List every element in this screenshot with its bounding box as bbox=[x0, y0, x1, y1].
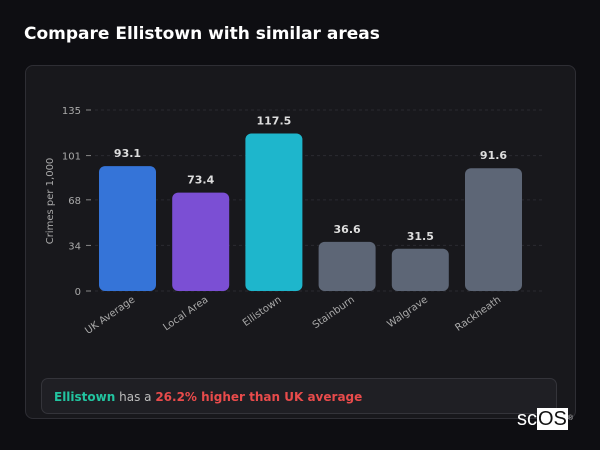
summary-box: Ellistown has a 26.2% higher than UK ave… bbox=[41, 378, 557, 414]
data-label: 91.6 bbox=[480, 149, 507, 162]
y-tick-label: 34 bbox=[68, 241, 81, 252]
summary-area: Ellistown bbox=[54, 390, 116, 404]
x-tick-label: Rackheath bbox=[453, 294, 503, 333]
x-tick-label: Walgrave bbox=[385, 294, 430, 330]
data-label: 73.4 bbox=[187, 174, 214, 187]
page-title: Compare Ellistown with similar areas bbox=[24, 24, 380, 44]
watermark-logo: scOS® bbox=[517, 408, 574, 430]
bar-walgrave bbox=[391, 248, 449, 291]
bar-rackheath bbox=[465, 168, 522, 291]
data-label: 31.5 bbox=[407, 230, 434, 243]
summary-text: has a bbox=[115, 390, 156, 404]
y-tick-label: 68 bbox=[68, 196, 81, 207]
summary-comparison: 26.2% higher than UK average bbox=[155, 390, 363, 404]
y-tick-label: 0 bbox=[75, 287, 81, 298]
data-label: 117.5 bbox=[257, 114, 292, 127]
bar-local-area bbox=[172, 192, 230, 291]
x-tick-label: Local Area bbox=[161, 294, 210, 333]
data-label: 93.1 bbox=[114, 147, 141, 160]
bar-uk-average bbox=[99, 166, 156, 291]
bar-ellistown bbox=[245, 133, 303, 291]
y-tick-label: 135 bbox=[62, 106, 81, 117]
data-label: 36.6 bbox=[334, 223, 361, 236]
y-axis-label: Crimes per 1,000 bbox=[45, 158, 56, 245]
x-tick-label: Stainburn bbox=[311, 294, 357, 331]
x-tick-label: Ellistown bbox=[241, 294, 284, 328]
x-tick-label: UK Average bbox=[83, 294, 137, 336]
bar-stainburn bbox=[318, 241, 376, 291]
y-tick-label: 101 bbox=[62, 152, 81, 163]
